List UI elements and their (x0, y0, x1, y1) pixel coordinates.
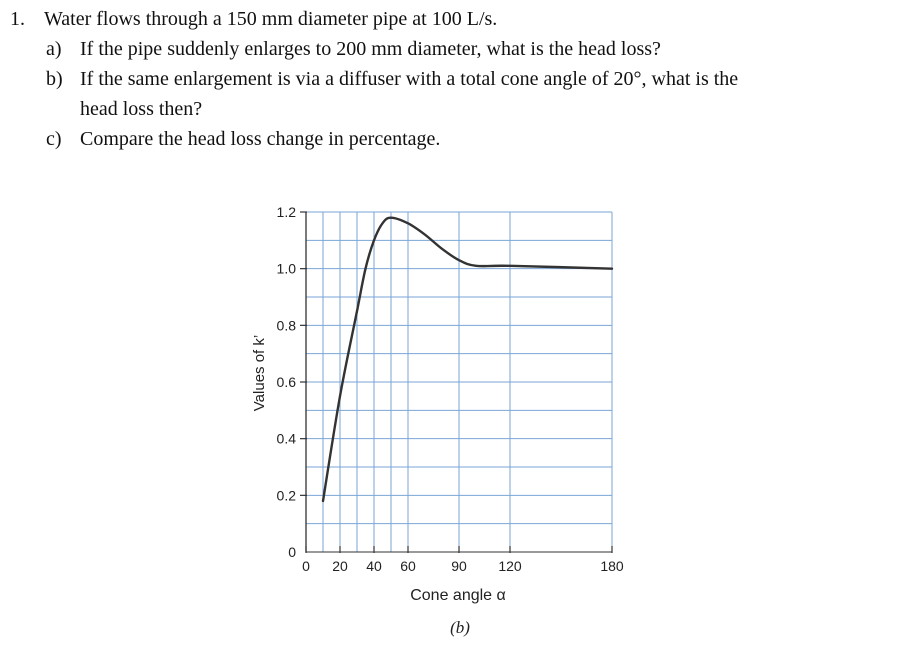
label-layer: Values of k’ Cone angle α (b) (251, 335, 506, 637)
series-layer (321, 216, 614, 503)
problem-number: 1. (10, 8, 25, 30)
chart-svg: 0 0.2 0.4 0.6 0.8 1.0 1.2 0 20 40 60 90 120 180 Value… (251, 204, 624, 637)
y-tick-label: 0.2 (277, 487, 297, 503)
y-axis-label: Values of k’ (251, 335, 268, 411)
part-b-label: b) (46, 68, 63, 90)
y-tick-label: 1.2 (277, 204, 297, 220)
x-tick-label: 180 (600, 558, 624, 574)
y-tick-label: 0.6 (277, 374, 297, 390)
problem-statement: Water flows through a 150 mm diameter pi… (44, 8, 498, 30)
part-a-text: If the pipe suddenly enlarges to 200 mm … (80, 38, 661, 60)
grid-layer (306, 211, 613, 552)
x-tick-label: 20 (332, 558, 348, 574)
y-tick-label: 0 (288, 544, 296, 560)
cone-angle-chart: 0 0.2 0.4 0.6 0.8 1.0 1.2 0 20 40 60 90 120 180 Value… (230, 195, 650, 645)
x-tick-label: 0 (302, 558, 310, 574)
x-axis-label: Cone angle α (410, 587, 506, 604)
x-tick-label: 90 (451, 558, 467, 574)
part-c-text: Compare the head loss change in percenta… (80, 128, 441, 150)
x-tick-label: 60 (400, 558, 416, 574)
part-a-label: a) (46, 38, 62, 60)
x-tick-label: 40 (366, 558, 382, 574)
y-tick-label: 0.4 (277, 431, 297, 447)
x-tick-label: 120 (498, 558, 522, 574)
part-b-text-continued: head loss then? (80, 98, 203, 120)
chart-caption: (b) (450, 618, 470, 637)
y-tick-label: 0.8 (277, 317, 297, 333)
y-tick-label: 1.0 (277, 261, 297, 277)
tick-layer: 0 0.2 0.4 0.6 0.8 1.0 1.2 0 20 40 60 90 120 180 (277, 204, 624, 574)
k-prime-curve (321, 216, 614, 503)
part-c-label: c) (46, 128, 62, 150)
part-b-text: If the same enlargement is via a diffuse… (80, 68, 739, 90)
